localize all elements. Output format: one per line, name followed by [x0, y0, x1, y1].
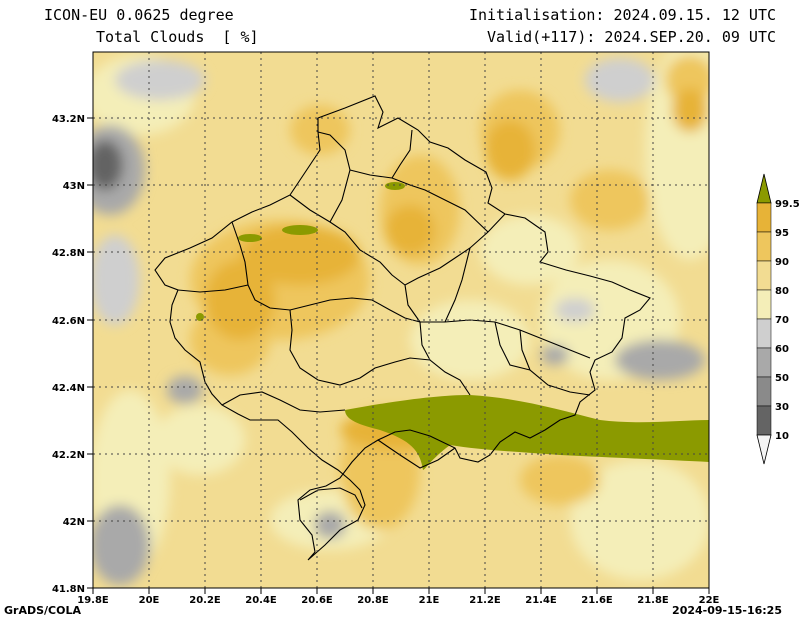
x-tick-label: 21E	[419, 595, 440, 606]
legend-swatch	[756, 202, 772, 233]
x-tick-label: 20.2E	[189, 595, 221, 606]
legend-swatch	[756, 376, 772, 407]
legend-label: 95	[775, 228, 789, 239]
x-tick-label: 19.8E	[77, 595, 109, 606]
x-tick-label: 20.6E	[301, 595, 333, 606]
legend-swatch	[756, 318, 772, 349]
variable-title: Total Clouds [ %]	[96, 28, 259, 46]
legend-swatch	[756, 173, 772, 204]
overcast-band	[345, 395, 709, 470]
legend-swatch	[756, 347, 772, 378]
generation-timestamp: 2024-09-15-16:25	[672, 604, 782, 617]
y-tick-label: 43N	[63, 181, 85, 192]
legend-swatch	[756, 231, 772, 262]
y-tick-label: 42.6N	[52, 316, 85, 327]
legend-swatch	[756, 289, 772, 320]
legend-label: 99.5	[775, 199, 800, 210]
model-title: ICON-EU 0.0625 degree	[44, 6, 234, 24]
y-tick-label: 42.8N	[52, 248, 85, 259]
grads-credit: GrADS/COLA	[4, 604, 81, 617]
y-tick-label: 42.2N	[52, 450, 85, 461]
overcast-patch	[238, 234, 262, 242]
overcast-patch	[282, 225, 318, 235]
legend-label: 60	[775, 344, 789, 355]
legend-label: 90	[775, 257, 789, 268]
axis-ticks	[87, 117, 710, 594]
y-tick-label: 42N	[63, 517, 85, 528]
x-tick-label: 21.2E	[469, 595, 501, 606]
overcast-patch	[196, 313, 204, 321]
x-tick-label: 22E	[699, 595, 720, 606]
lat-lon-grid	[93, 52, 709, 588]
valid-time: Valid(+117): 2024.SEP.20. 09 UTC	[487, 28, 776, 46]
legend-label: 30	[775, 402, 789, 413]
legend-swatch	[756, 260, 772, 291]
legend-swatch	[756, 405, 772, 436]
y-tick-label: 42.4N	[52, 383, 85, 394]
initialisation-time: Initialisation: 2024.09.15. 12 UTC	[468, 6, 776, 24]
x-tick-label: 21.6E	[581, 595, 613, 606]
x-tick-label: 20.8E	[357, 595, 389, 606]
legend-label: 70	[775, 315, 789, 326]
x-tick-label: 21.4E	[525, 595, 557, 606]
y-tick-label: 41.8N	[52, 584, 85, 595]
color-legend: 99.5 95 90 80 70 60 50 30 10	[756, 173, 800, 465]
overcast-patch	[385, 182, 405, 190]
x-tick-label: 20.4E	[245, 595, 277, 606]
legend-label: 10	[775, 431, 789, 442]
legend-label: 50	[775, 373, 789, 384]
legend-label: 80	[775, 286, 789, 297]
admin-borders	[154, 95, 651, 561]
x-tick-label: 20E	[139, 595, 160, 606]
legend-swatch	[756, 434, 772, 465]
y-tick-label: 43.2N	[52, 114, 85, 125]
x-tick-label: 21.8E	[637, 595, 669, 606]
